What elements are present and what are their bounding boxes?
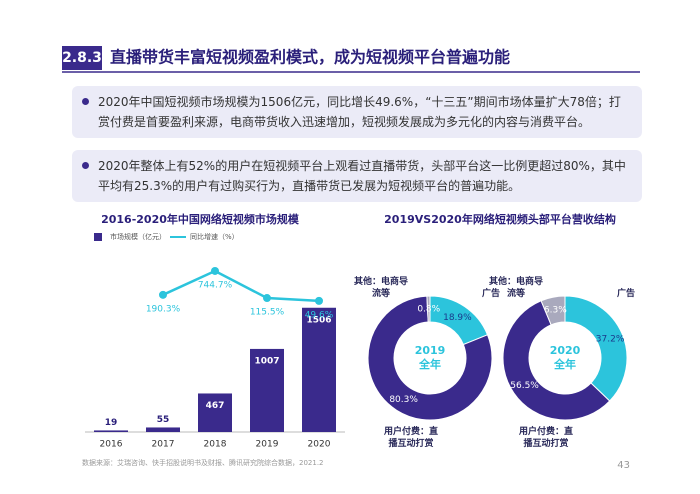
category-label: 用户付费：直播互动打赏 xyxy=(383,427,438,449)
source: 数据来源：艾瑞咨询、快手招股说明书及财报、腾讯研究院综合数据，2021.2 xyxy=(82,458,324,467)
donut-center: 2019 xyxy=(415,344,446,357)
chart-title: 2019VS2020年网络短视频头部平台营收结构 xyxy=(384,212,616,226)
donut-slice xyxy=(564,295,628,402)
section-badge xyxy=(62,46,102,70)
x-tick-label: 2019 xyxy=(256,440,279,450)
category-label: 其他：电商导流等 xyxy=(488,277,543,299)
bar-value: 1007 xyxy=(254,356,279,366)
category-label: 广告 xyxy=(616,289,635,299)
bar xyxy=(250,348,284,432)
bar xyxy=(94,430,128,432)
x-tick-label: 2016 xyxy=(100,440,123,450)
x-tick-label: 2017 xyxy=(152,440,175,450)
bar xyxy=(302,307,336,432)
category-label: 其他：电商导流等 xyxy=(353,277,408,299)
bullet: 2020年整体上有52%的用户在短视频平台上观看过直播带货，头部平台这一比例更超… xyxy=(72,150,642,202)
bar-value: 1506 xyxy=(306,315,331,325)
category-label: 用户付费：直播互动打赏 xyxy=(518,427,573,449)
growth-label: 115.5% xyxy=(250,308,285,318)
section-number: 2.8.3 xyxy=(62,50,102,66)
donut-center: 2020 xyxy=(550,344,581,357)
bar-value: 467 xyxy=(206,401,225,411)
bar xyxy=(146,427,180,432)
growth-point xyxy=(211,266,219,275)
slice-label: 18.9% xyxy=(443,313,472,323)
growth-point xyxy=(315,296,323,305)
x-tick-label: 2020 xyxy=(308,440,331,450)
slice-label: 80.3% xyxy=(389,395,418,405)
page-number: 43 xyxy=(617,460,630,471)
donut-center: 全年 xyxy=(553,357,576,371)
slice-label: 56.5% xyxy=(510,381,539,391)
slice-label: 6.3% xyxy=(544,305,567,315)
legend-label: 市场规模（亿元） xyxy=(110,232,166,241)
bullet: 2020年中国短视频市场规模为1506亿元，同比增长49.6%，“十三五”期间市… xyxy=(72,86,642,138)
donut-slice xyxy=(502,300,611,421)
growth-label: 190.3% xyxy=(146,304,181,314)
legend-swatch xyxy=(94,233,102,241)
growth-label: 744.7% xyxy=(198,280,233,290)
growth-line xyxy=(162,269,320,303)
donut-slice xyxy=(367,295,493,421)
bar-value: 55 xyxy=(157,415,170,425)
bar-value: 19 xyxy=(105,418,118,428)
donut-slice xyxy=(426,295,431,323)
legend-label: 同比增速（%） xyxy=(190,232,239,241)
growth-label: 49.6% xyxy=(305,310,334,320)
bar xyxy=(198,393,232,432)
slide-title: 直播带货丰富短视频盈利模式，成为短视频平台普遍功能 xyxy=(110,48,510,67)
donut-center: 全年 xyxy=(418,357,441,371)
growth-point xyxy=(159,290,167,299)
slice-label: 37.2% xyxy=(596,334,625,344)
x-tick-label: 2018 xyxy=(204,440,227,450)
donut-slice xyxy=(540,295,566,326)
category-label: 广告 xyxy=(481,289,500,299)
growth-point xyxy=(263,294,271,303)
chart-title: 2016-2020年中国网络短视频市场规模 xyxy=(101,212,300,226)
slice-label: 0.8% xyxy=(417,305,440,315)
